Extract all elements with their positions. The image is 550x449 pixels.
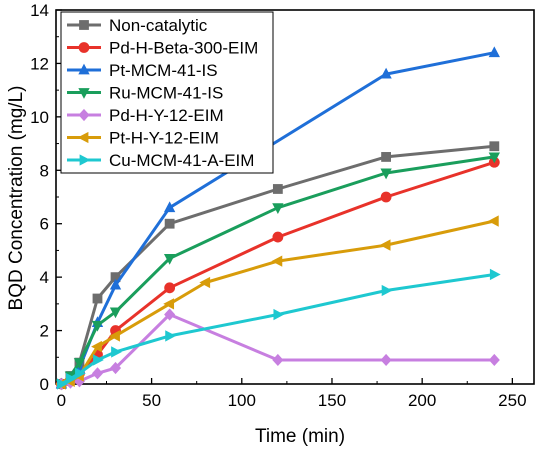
x-tick-label: 50	[142, 391, 161, 410]
legend-item: Cu-MCM-41-A-EIM	[67, 151, 254, 170]
data-point	[91, 340, 102, 353]
x-axis-title: Time (min)	[255, 426, 345, 447]
legend-label: Pt-H-Y-12-EIM	[109, 129, 219, 148]
data-point	[199, 276, 211, 289]
legend-marker	[79, 154, 91, 166]
data-point	[109, 278, 122, 290]
y-axis-title: BQD Concentration (mg/L)	[6, 86, 27, 311]
data-point	[109, 361, 122, 375]
x-axis: 0 50 100 150 200 250	[57, 378, 527, 410]
data-point	[163, 201, 176, 213]
series-non-catalytic	[56, 141, 500, 389]
data-point	[273, 308, 285, 321]
data-point	[272, 353, 284, 367]
x-tick-label: 250	[498, 391, 526, 410]
y-tick-label: 6	[40, 215, 49, 234]
data-point	[379, 239, 391, 251]
y-tick-label: 8	[40, 161, 49, 180]
data-point	[164, 308, 176, 321]
legend-item: Ru-MCM-41-IS	[67, 84, 223, 103]
data-point	[66, 372, 77, 385]
legend-marker	[78, 108, 90, 122]
legend-label: Cu-MCM-41-A-EIM	[109, 151, 254, 170]
series-layer	[55, 46, 501, 391]
legend-marker	[78, 63, 90, 75]
legend-marker	[79, 20, 89, 30]
data-point	[109, 307, 122, 319]
data-point	[489, 141, 500, 152]
data-point	[272, 184, 283, 194]
y-tick-label: 4	[40, 268, 49, 287]
x-tick-label: 150	[318, 391, 346, 410]
y-tick-label: 10	[30, 108, 49, 127]
data-point	[380, 191, 392, 203]
legend-item: Pt-MCM-41-IS	[67, 61, 218, 80]
legend-marker	[77, 131, 89, 144]
data-point	[272, 203, 284, 215]
data-point	[487, 215, 499, 227]
data-point	[381, 152, 391, 162]
data-point	[165, 330, 176, 342]
data-point	[93, 354, 104, 366]
data-point	[57, 378, 68, 390]
x-tick-label: 100	[228, 391, 256, 410]
legend-item: Non-catalytic	[67, 16, 208, 35]
data-point	[111, 346, 122, 358]
legend-item: Pd-H-Beta-300-EIM	[67, 39, 258, 58]
legend-label: Pt-MCM-41-IS	[109, 61, 218, 80]
data-point	[75, 367, 86, 379]
data-point	[488, 152, 500, 164]
data-point	[73, 358, 86, 369]
data-point	[91, 320, 104, 332]
x-tick-label: 200	[408, 391, 436, 410]
data-point	[271, 255, 283, 267]
data-point	[381, 284, 393, 297]
series-cu-mcm-41-a-eim	[57, 268, 501, 390]
data-point	[164, 218, 175, 229]
y-axis: 0 2 4 6 8 10 12 14	[30, 1, 62, 394]
data-point	[380, 168, 392, 180]
legend-item: Pd-H-Y-12-EIM	[67, 106, 224, 125]
data-point	[92, 293, 103, 304]
data-point	[488, 46, 500, 58]
data-point	[163, 254, 176, 265]
y-tick-label: 12	[30, 54, 49, 73]
legend-item: Pt-H-Y-12-EIM	[67, 129, 219, 148]
legend-label: Non-catalytic	[109, 16, 208, 35]
legend-marker	[78, 88, 90, 99]
x-tick-label: 0	[57, 391, 66, 410]
data-point	[380, 353, 392, 367]
legend-label: Pd-H-Y-12-EIM	[109, 106, 224, 125]
data-point	[489, 268, 501, 281]
legend-marker	[78, 42, 90, 53]
data-point	[488, 353, 500, 367]
data-point	[163, 298, 175, 310]
data-point	[109, 330, 120, 342]
legend: Non-catalytic Pd-H-Beta-300-EIM Pt-MCM-41-…	[60, 11, 274, 174]
data-point	[380, 67, 392, 79]
data-point	[164, 282, 176, 294]
y-tick-label: 0	[40, 375, 49, 394]
legend-label: Ru-MCM-41-IS	[109, 84, 223, 103]
y-tick-label: 2	[40, 322, 49, 341]
series-line	[60, 160, 495, 386]
data-point	[91, 367, 104, 380]
legend-label: Pd-H-Beta-300-EIM	[109, 39, 258, 58]
y-tick-label: 14	[30, 1, 49, 20]
data-point	[272, 231, 284, 243]
